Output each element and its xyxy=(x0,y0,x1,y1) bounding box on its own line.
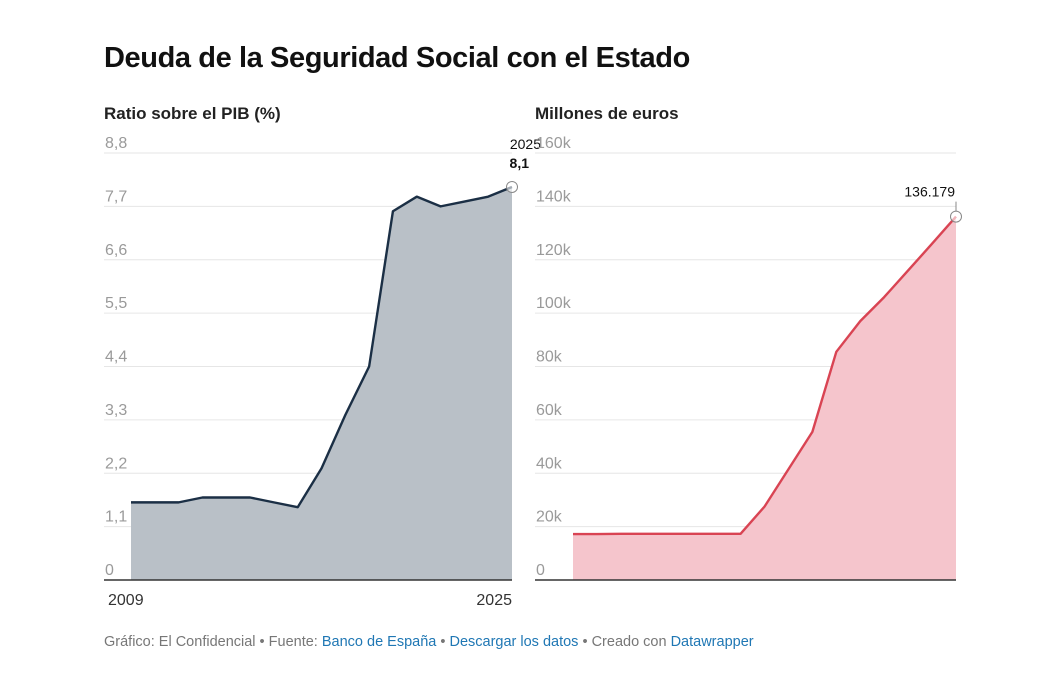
right-series-line xyxy=(573,215,957,536)
footer: Gráfico: El Confidencial • Fuente: Banco… xyxy=(104,634,754,650)
right-y-tick-label: 80k xyxy=(536,349,563,366)
right-area-fill xyxy=(573,216,956,580)
left-y-tick-label: 4,4 xyxy=(105,349,127,366)
footer-separator: • xyxy=(259,634,265,650)
left-end-marker xyxy=(506,180,518,193)
chart-title: Deuda de la Seguridad Social con el Esta… xyxy=(104,42,690,74)
footer-credit: Gráfico: El Confidencial xyxy=(104,634,256,650)
left-x-tick-label: 2009 xyxy=(108,592,144,609)
right-annotation-value: 136.179 xyxy=(904,184,955,200)
right-chart-subtitle: Millones de euros xyxy=(535,104,679,123)
footer-source-label: Fuente: xyxy=(268,634,318,650)
footer-separator: • xyxy=(582,634,588,650)
right-y-tick-label: 60k xyxy=(536,402,563,419)
left-chart-subtitle: Ratio sobre el PIB (%) xyxy=(104,104,281,123)
left-annotation-year: 2025 xyxy=(510,136,541,152)
right-y-tick-label: 0 xyxy=(536,562,545,579)
left-series-line xyxy=(131,185,513,509)
left-y-tick-label: 0 xyxy=(105,562,114,579)
left-y-tick-label: 5,5 xyxy=(105,295,127,312)
left-y-tick-label: 3,3 xyxy=(105,402,127,419)
footer-created-label: Creado con xyxy=(591,634,667,650)
right-y-tick-label: 20k xyxy=(536,509,563,526)
left-y-tick-label: 7,7 xyxy=(105,188,127,205)
right-y-tick-label: 160k xyxy=(536,135,572,152)
source-link[interactable]: Banco de España xyxy=(321,634,437,650)
left-y-tick-label: 6,6 xyxy=(105,242,127,259)
left-area-fill xyxy=(131,186,512,580)
left-annotation-value: 8,1 xyxy=(510,155,530,171)
left-y-tick-label: 1,1 xyxy=(105,509,127,526)
right-y-tick-label: 140k xyxy=(536,188,572,205)
right-end-marker xyxy=(950,210,962,223)
left-x-tick-label: 2025 xyxy=(476,592,512,609)
datawrapper-link[interactable]: Datawrapper xyxy=(670,634,754,650)
left-y-tick-label: 2,2 xyxy=(105,455,127,472)
right-y-tick-label: 120k xyxy=(536,242,572,259)
left-y-tick-label: 8,8 xyxy=(105,135,127,152)
right-y-tick-label: 100k xyxy=(536,295,572,312)
right-y-tick-label: 40k xyxy=(536,455,563,472)
footer-separator: • xyxy=(440,634,446,650)
download-data-link[interactable]: Descargar los datos xyxy=(449,634,579,650)
